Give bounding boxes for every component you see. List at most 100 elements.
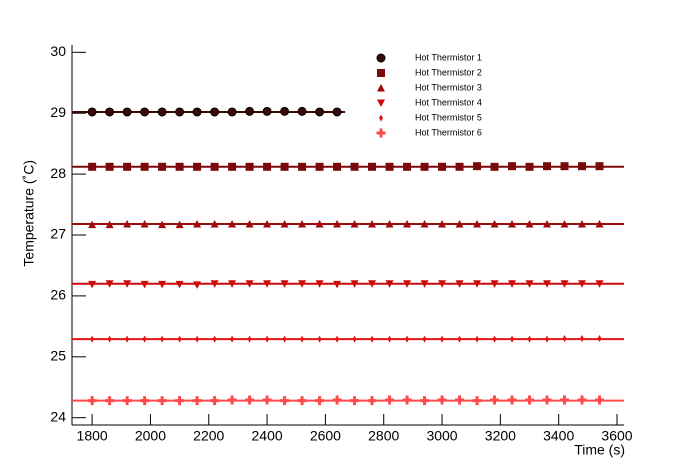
marker <box>543 220 552 228</box>
marker <box>212 335 217 343</box>
marker <box>350 280 359 288</box>
marker <box>280 280 289 288</box>
marker <box>560 280 569 288</box>
marker <box>420 162 429 171</box>
marker <box>245 395 255 405</box>
marker <box>245 280 254 288</box>
marker <box>350 220 359 228</box>
marker <box>473 162 482 171</box>
x-tick-label: 1800 <box>77 428 108 444</box>
marker <box>210 280 219 288</box>
marker <box>105 280 114 288</box>
marker <box>193 281 202 289</box>
marker <box>542 395 552 405</box>
marker <box>385 220 394 228</box>
marker <box>140 162 149 171</box>
y-tick-label: 25 <box>50 347 66 363</box>
marker <box>123 220 132 228</box>
marker <box>282 335 287 343</box>
legend-marker <box>377 99 385 107</box>
x-tick-label: 2200 <box>193 428 224 444</box>
marker <box>125 335 130 343</box>
x-tick-label: 2600 <box>310 428 341 444</box>
marker <box>492 335 497 343</box>
marker <box>298 162 307 171</box>
marker <box>578 220 587 228</box>
marker <box>387 335 392 343</box>
marker <box>297 396 307 406</box>
y-tick-label: 30 <box>50 43 66 59</box>
marker <box>367 396 377 406</box>
y-tick-label: 29 <box>50 104 66 120</box>
marker <box>158 280 167 289</box>
marker <box>475 335 480 343</box>
marker <box>368 280 377 288</box>
marker <box>333 220 342 228</box>
marker <box>107 335 112 343</box>
marker <box>472 396 482 406</box>
marker <box>438 220 447 228</box>
marker <box>403 220 412 228</box>
marker <box>175 107 185 117</box>
marker <box>332 395 342 405</box>
marker <box>350 162 359 171</box>
marker <box>158 162 167 171</box>
marker <box>508 162 517 171</box>
marker <box>280 220 289 228</box>
marker <box>403 280 412 288</box>
marker <box>578 280 587 288</box>
marker <box>490 220 499 228</box>
marker <box>577 395 587 405</box>
x-tick-label: 3000 <box>426 428 457 444</box>
marker <box>175 280 184 289</box>
marker <box>402 395 412 405</box>
marker <box>527 335 532 343</box>
marker <box>247 335 252 343</box>
marker <box>315 107 325 117</box>
marker <box>87 107 97 117</box>
marker <box>158 220 167 229</box>
marker <box>332 107 342 117</box>
marker <box>300 335 305 343</box>
marker <box>580 335 585 343</box>
marker <box>157 396 167 406</box>
marker <box>525 280 534 288</box>
legend-label: Hot Thermistor 3 <box>415 82 482 92</box>
marker <box>140 396 150 406</box>
marker <box>297 106 307 116</box>
marker <box>420 220 429 228</box>
marker <box>333 280 342 289</box>
marker <box>507 395 517 405</box>
marker <box>280 162 289 171</box>
marker <box>105 220 114 229</box>
marker <box>490 395 500 405</box>
marker <box>245 106 255 116</box>
marker <box>385 395 395 405</box>
marker <box>298 220 307 228</box>
marker <box>105 162 114 171</box>
marker <box>88 220 97 229</box>
marker <box>597 335 602 343</box>
marker <box>457 335 462 343</box>
marker <box>140 280 149 289</box>
marker <box>280 106 290 116</box>
marker <box>315 280 324 288</box>
marker <box>578 162 587 171</box>
legend-label: Hot Thermistor 1 <box>415 52 482 62</box>
y-tick-label: 27 <box>50 226 66 242</box>
marker <box>210 220 219 228</box>
marker <box>177 335 182 343</box>
marker <box>438 162 447 171</box>
marker <box>473 220 482 228</box>
marker <box>228 280 237 288</box>
legend-label: Hot Thermistor 6 <box>415 127 482 137</box>
marker <box>195 335 200 343</box>
x-tick-label: 2000 <box>135 428 166 444</box>
marker <box>175 220 184 229</box>
marker <box>352 335 357 343</box>
marker <box>335 335 340 343</box>
marker <box>595 280 604 288</box>
marker <box>105 107 115 117</box>
marker <box>438 280 447 288</box>
marker <box>175 396 185 406</box>
